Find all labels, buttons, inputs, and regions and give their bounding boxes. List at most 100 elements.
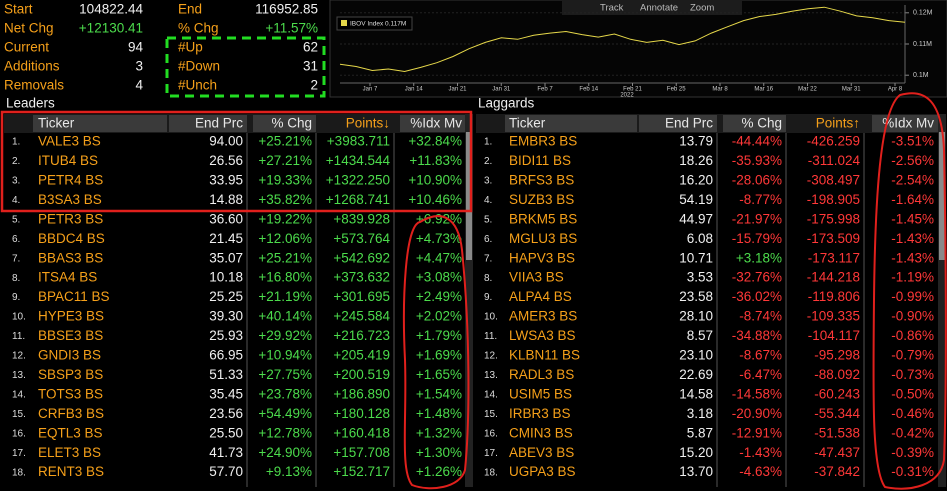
ticker[interactable]: BPAC11 BS xyxy=(38,289,110,304)
column-header[interactable]: % Chg xyxy=(271,116,312,131)
idx-move: +1.54% xyxy=(416,386,462,401)
points: +186.890 xyxy=(333,386,390,401)
scrollbar-thumb[interactable] xyxy=(939,132,945,260)
column-header[interactable]: End Prc xyxy=(195,116,243,131)
end-price: 15.20 xyxy=(679,445,713,460)
toolbar-button[interactable]: Annotate xyxy=(640,3,678,14)
column-header[interactable]: End Prc xyxy=(665,116,713,131)
ticker[interactable]: KLBN11 BS xyxy=(509,348,580,363)
row-index: 7. xyxy=(484,253,492,264)
summary-value: 3 xyxy=(135,59,143,74)
x-tick-label: Jan 21 xyxy=(448,87,467,93)
toolbar-button[interactable]: Track xyxy=(600,3,624,14)
summary-label: Start xyxy=(4,2,33,17)
ticker[interactable]: ELET3 BS xyxy=(38,445,101,460)
ticker[interactable]: RADL3 BS xyxy=(509,367,574,382)
ticker[interactable]: IRBR3 BS xyxy=(509,406,571,421)
column-header[interactable]: Ticker xyxy=(509,116,546,131)
end-price: 3.18 xyxy=(687,406,713,421)
ticker[interactable]: HAPV3 BS xyxy=(509,250,575,265)
ticker[interactable]: SUZB3 BS xyxy=(509,192,574,207)
column-header[interactable]: Points↓ xyxy=(346,116,390,131)
column-header[interactable]: %Idx Mv xyxy=(410,116,462,131)
summary-label: #Down xyxy=(178,59,220,74)
ticker[interactable]: CMIN3 BS xyxy=(509,425,573,440)
end-price: 41.73 xyxy=(209,445,243,460)
column-header[interactable]: Points↑ xyxy=(816,116,860,131)
ticker[interactable]: BBSE3 BS xyxy=(38,328,103,343)
scrollbar-track xyxy=(938,114,946,487)
ticker[interactable]: VALE3 BS xyxy=(38,134,101,149)
end-price: 8.57 xyxy=(687,328,713,343)
row-index: 6. xyxy=(484,234,492,245)
ticker[interactable]: GNDI3 BS xyxy=(38,348,101,363)
ticker[interactable]: USIM5 BS xyxy=(509,386,572,401)
x-tick-label: Mar 31 xyxy=(842,87,861,93)
ticker[interactable]: EMBR3 BS xyxy=(509,134,577,149)
header-cell xyxy=(400,115,466,132)
ticker[interactable]: EQTL3 BS xyxy=(38,425,103,440)
idx-move: -0.90% xyxy=(891,309,934,324)
ticker[interactable]: MGLU3 BS xyxy=(509,231,577,246)
ticker[interactable]: ITSA4 BS xyxy=(38,270,97,285)
ticker[interactable]: SBSP3 BS xyxy=(38,367,103,382)
ticker[interactable]: BRKM5 BS xyxy=(509,211,577,226)
points: -144.218 xyxy=(807,270,860,285)
summary-value: 4 xyxy=(135,78,143,93)
pct-change: -1.43% xyxy=(739,445,782,460)
ticker[interactable]: ITUB4 BS xyxy=(38,153,98,168)
ticker[interactable]: UGPA3 BS xyxy=(509,464,576,479)
pct-change: +40.14% xyxy=(258,309,312,324)
pct-change: +25.21% xyxy=(258,134,312,149)
row-index: 18. xyxy=(484,467,498,478)
end-price: 25.93 xyxy=(209,328,243,343)
end-price: 10.71 xyxy=(679,250,713,265)
summary-label: #Unch xyxy=(178,78,217,93)
freehand-circle xyxy=(872,92,947,490)
toolbar-button[interactable]: Zoom xyxy=(690,3,714,14)
column-header[interactable]: % Chg xyxy=(741,116,782,131)
ticker[interactable]: AMER3 BS xyxy=(509,309,577,324)
ticker[interactable]: HYPE3 BS xyxy=(38,309,104,324)
ticker[interactable]: PETR3 BS xyxy=(38,211,103,226)
scrollbar-thumb[interactable] xyxy=(466,132,472,260)
ticker[interactable]: BRFS3 BS xyxy=(509,172,574,187)
ticker[interactable]: CRFB3 BS xyxy=(38,406,104,421)
points: -88.092 xyxy=(814,367,860,382)
ticker[interactable]: ALPA4 BS xyxy=(509,289,572,304)
ticker[interactable]: ABEV3 BS xyxy=(509,445,574,460)
ticker[interactable]: BIDI11 BS xyxy=(509,153,571,168)
row-index: 13. xyxy=(12,370,26,381)
summary-value: +11.57% xyxy=(265,21,318,36)
ticker[interactable]: VIIA3 BS xyxy=(509,270,564,285)
row-index: 1. xyxy=(484,137,492,148)
ticker[interactable]: B3SA3 BS xyxy=(38,192,102,207)
column-header[interactable]: Ticker xyxy=(38,116,75,131)
table-title: Leaders xyxy=(6,96,55,111)
end-price: 25.25 xyxy=(209,289,243,304)
idx-move: +1.30% xyxy=(416,445,462,460)
ticker[interactable]: TOTS3 BS xyxy=(38,386,103,401)
end-price: 21.45 xyxy=(209,231,243,246)
idx-move: -2.56% xyxy=(891,153,934,168)
end-price: 39.30 xyxy=(209,309,243,324)
pct-change: -36.02% xyxy=(732,289,782,304)
idx-move: -0.86% xyxy=(891,328,934,343)
points: -311.024 xyxy=(808,153,861,168)
ticker[interactable]: RENT3 BS xyxy=(38,464,104,479)
points: +573.764 xyxy=(333,231,390,246)
pct-change: +19.33% xyxy=(258,172,312,187)
ticker[interactable]: BBDC4 BS xyxy=(38,231,105,246)
ticker[interactable]: BBAS3 BS xyxy=(38,250,103,265)
idx-move: -0.46% xyxy=(891,406,934,421)
end-price: 13.79 xyxy=(679,134,713,149)
idx-move: +2.49% xyxy=(416,289,462,304)
ticker[interactable]: LWSA3 BS xyxy=(509,328,576,343)
row-index: 1. xyxy=(12,137,20,148)
freehand-circle xyxy=(402,215,470,490)
column-header[interactable]: %Idx Mv xyxy=(882,116,934,131)
row-index: 5. xyxy=(484,214,492,225)
points: -175.998 xyxy=(807,211,860,226)
ticker[interactable]: PETR4 BS xyxy=(38,172,103,187)
summary-label: % Chg xyxy=(178,21,219,36)
